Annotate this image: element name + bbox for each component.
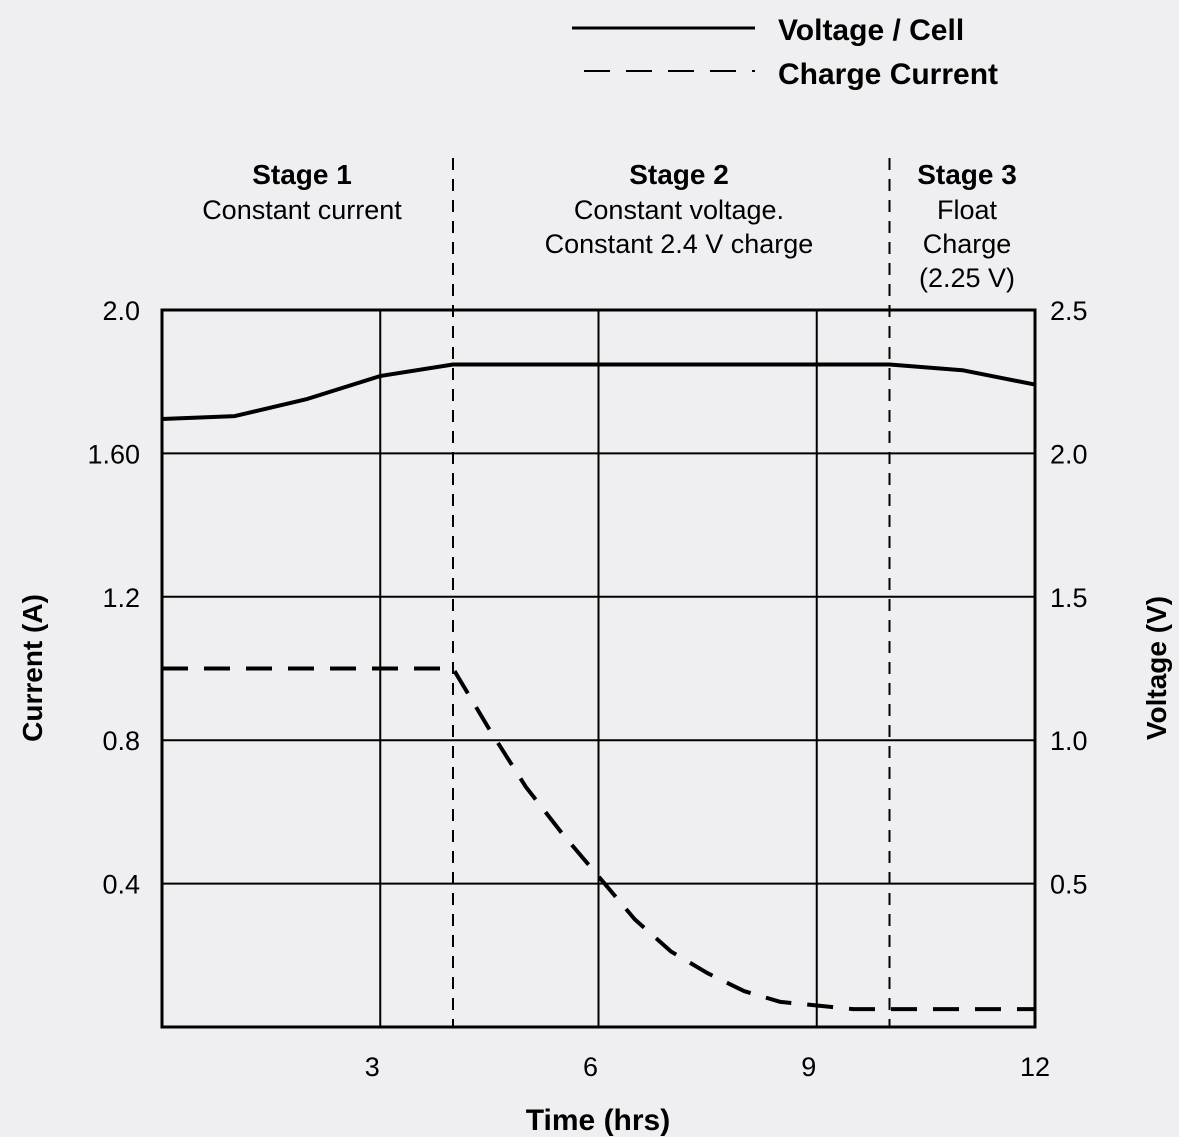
stage-annotations: Stage 1 Constant current Stage 2 Constant v…	[202, 159, 1017, 293]
legend-label-current: Charge Current	[778, 58, 998, 91]
y-left-tick-label: 2.0	[102, 296, 140, 326]
y-right-tick-label: 0.5	[1050, 870, 1088, 900]
series-line-charge-current	[162, 666, 1035, 1012]
x-tick-label: 12	[1020, 1052, 1050, 1082]
y-right-tick-label: 2.0	[1050, 439, 1088, 469]
stage-description: (2.25 V)	[919, 263, 1015, 293]
x-tick-label: 9	[801, 1052, 816, 1082]
legend-label-voltage: Voltage / Cell	[778, 14, 964, 47]
plot-frame	[160, 308, 1037, 1029]
stage-description: Constant voltage.	[574, 195, 784, 225]
legend: Voltage / Cell Charge Current	[572, 14, 998, 91]
series	[161, 362, 1036, 1012]
stage-description: Float	[937, 195, 998, 225]
y-left-tick-label: 0.4	[102, 870, 140, 900]
stage-title: Stage 2	[629, 159, 729, 190]
y-right-tick-label: 1.5	[1050, 583, 1088, 613]
x-axis-label: Time (hrs)	[526, 1104, 670, 1137]
x-tick-label: 3	[365, 1052, 380, 1082]
y-axis-right-label: Voltage (V)	[1141, 596, 1172, 740]
grid	[162, 310, 1035, 1027]
stage-description: Charge	[923, 229, 1012, 259]
y-left-tick-label: 0.8	[102, 726, 140, 756]
stage-title: Stage 1	[252, 159, 352, 190]
stage-boundaries	[452, 158, 891, 1027]
y-left-tick-label: 1.60	[87, 439, 140, 469]
y-right-tick-label: 2.5	[1050, 296, 1088, 326]
tick-labels: 3 6 9 12 0.4 0.8 1.2 1.60 2.0 0.5 1.0 1.5 2.0 2.5	[87, 296, 1087, 1082]
series-line-voltage	[161, 362, 1036, 421]
y-right-tick-label: 1.0	[1050, 726, 1088, 756]
stage-description: Constant current	[202, 195, 402, 225]
stage-description: Constant 2.4 V charge	[545, 229, 814, 259]
stage-title: Stage 3	[917, 159, 1017, 190]
x-tick-label: 6	[583, 1052, 598, 1082]
y-left-tick-label: 1.2	[102, 583, 140, 613]
y-axis-left-label: Current (A)	[17, 594, 48, 742]
